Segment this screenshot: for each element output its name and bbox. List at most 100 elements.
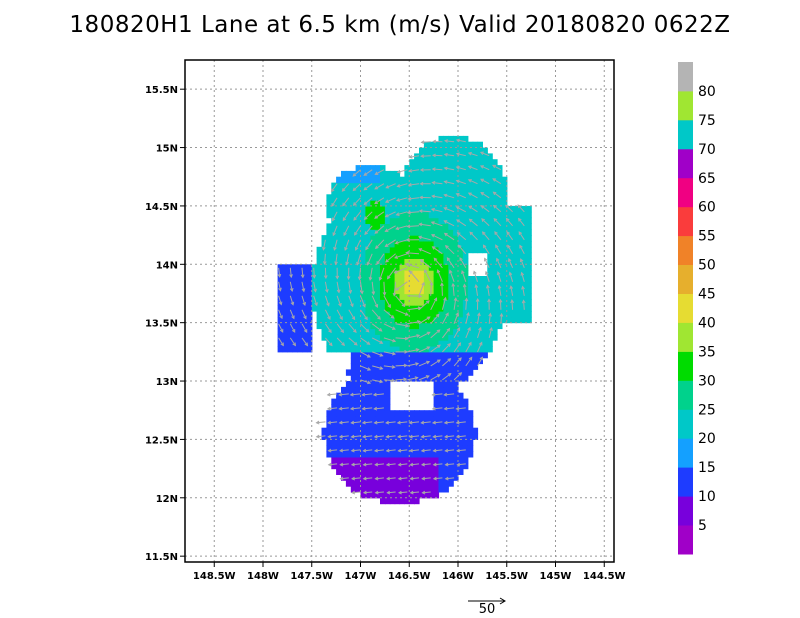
wind-vector [344,239,350,251]
wind-vector-head [349,406,354,411]
field-cell [526,281,532,289]
field-cell [380,451,386,458]
wind-vector-head [350,434,355,439]
field-cell [306,293,313,300]
wind-vector-head [443,220,448,224]
wind-vector-head [350,462,355,467]
field-cell [458,392,464,400]
field-cell [438,188,444,195]
wind-vector [336,323,344,333]
field-cell [448,176,454,184]
wind-vector [481,218,490,227]
field-cell [389,299,396,306]
field-cell [355,486,362,493]
field-cell [487,299,493,306]
field-cell [448,480,454,487]
field-cell [389,346,396,353]
field-cell [302,346,308,353]
field-cell [404,217,410,224]
field-cell [467,357,474,365]
field-cell [521,211,527,219]
wind-vector-head [492,204,497,209]
field-cell [399,270,405,277]
field-cell [433,182,440,189]
field-cell [448,264,454,271]
field-cell [399,363,405,370]
field-cell [355,194,362,201]
field-cell [365,229,371,236]
wind-vector [363,463,373,466]
field-cell [345,427,352,435]
field-cell [482,299,488,306]
field-cell [448,392,454,400]
wind-vector-head [489,326,493,332]
field-cell [355,474,362,481]
field-cell [365,369,371,376]
wind-vector [289,309,295,319]
field-cell [384,492,391,499]
field-cell [487,229,493,236]
colorbar-label: 55 [698,229,716,245]
field-cell [282,311,288,318]
reference-vector: 50 [468,597,506,617]
field-cell [365,252,371,259]
field-cell [365,281,371,289]
field-cell [404,205,410,213]
field-cell [409,451,415,458]
field-cell [453,334,459,341]
field-cell [511,293,518,300]
field-cell [384,486,391,493]
field-cell [482,346,488,353]
field-cell [399,211,405,219]
field-cell [433,235,440,242]
wind-vector [483,244,490,255]
field-cell [433,392,440,400]
field-cell [341,246,347,254]
field-cell [380,427,386,435]
field-cell [472,211,479,219]
wind-vector [324,253,326,265]
wind-vector-head [455,206,460,210]
field-cell [462,357,469,365]
field-cell [341,205,347,213]
wind-vector-head [430,207,435,212]
field-cell [438,264,444,271]
field-cell [399,241,405,248]
field-cell [458,246,464,254]
field-cell [341,264,347,271]
wind-vector-head [415,348,420,352]
field-cell [453,357,459,365]
field-cell [394,200,401,207]
field-cell [302,281,308,289]
wind-vector [362,393,373,396]
field-cell [428,217,435,224]
field-cell [341,217,347,224]
field-cell [423,170,430,178]
field-cell [433,340,440,347]
wind-vector-head [362,303,366,308]
field-cell [414,246,420,254]
wind-vector [383,281,386,295]
field-cell [467,451,474,458]
wind-vector [360,281,363,294]
field-cell [458,235,464,242]
field-cell [414,486,420,493]
field-cell [458,445,464,452]
wind-vector [313,295,318,306]
field-cell [292,299,298,306]
field-cell [380,346,386,353]
wind-vector [473,271,478,282]
wind-vector [332,225,338,236]
wind-vector-head [342,202,346,207]
field-cell [336,205,342,213]
field-cell [477,200,483,207]
field-cell [492,252,498,259]
wind-vector-head [431,180,436,185]
field-cell [297,305,303,312]
wind-vector [333,239,338,251]
wind-vector-head [406,224,411,229]
field-cell [433,486,440,493]
wind-vector-head [436,344,441,349]
field-cell [404,270,410,277]
wind-vector [421,421,431,424]
